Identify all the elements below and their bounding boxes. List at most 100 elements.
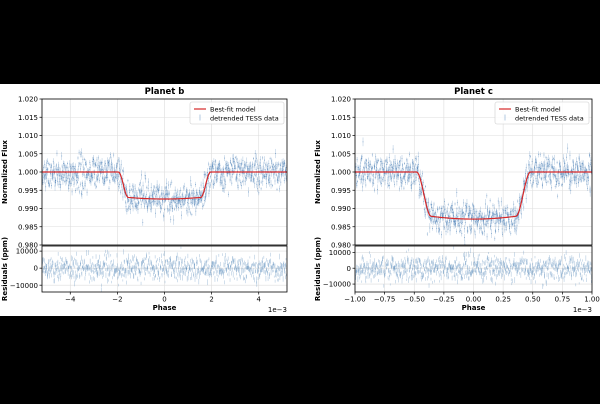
- flux-point: [152, 201, 153, 202]
- flux-point: [557, 180, 558, 181]
- flux-point: [159, 187, 160, 188]
- flux-point: [228, 194, 229, 195]
- flux-point: [581, 169, 582, 170]
- residual-y-tick-label: −10000: [10, 282, 38, 290]
- flux-point: [117, 180, 118, 181]
- flux-point: [529, 165, 530, 166]
- flux-point: [258, 181, 259, 182]
- flux-point: [190, 199, 191, 200]
- flux-point: [498, 201, 499, 202]
- flux-point: [252, 167, 253, 168]
- flux-point: [89, 162, 90, 163]
- flux-point: [590, 192, 591, 193]
- flux-point: [78, 158, 79, 159]
- flux-point: [269, 182, 270, 183]
- x-tick-label: 0: [162, 296, 166, 304]
- flux-point: [463, 216, 464, 217]
- flux-point: [577, 166, 578, 167]
- flux-point: [185, 200, 186, 201]
- flux-point: [358, 167, 359, 168]
- flux-point: [241, 164, 242, 165]
- flux-point: [263, 166, 264, 167]
- flux-point: [55, 180, 56, 181]
- flux-point: [516, 230, 517, 231]
- flux-point: [471, 228, 472, 229]
- flux-point: [556, 170, 557, 171]
- flux-point: [244, 167, 245, 168]
- flux-point: [456, 215, 457, 216]
- flux-point: [546, 167, 547, 168]
- flux-point: [548, 181, 549, 182]
- flux-point: [502, 214, 503, 215]
- flux-point: [140, 183, 141, 184]
- flux-point: [186, 210, 187, 211]
- flux-point: [207, 172, 208, 173]
- flux-point: [265, 164, 266, 165]
- flux-point: [557, 196, 558, 197]
- flux-point: [197, 192, 198, 193]
- flux-point: [531, 173, 532, 174]
- flux-point: [465, 214, 466, 215]
- flux-point: [408, 167, 409, 168]
- flux-point: [566, 169, 567, 170]
- flux-point: [169, 210, 170, 211]
- flux-point: [544, 155, 545, 156]
- flux-point: [450, 219, 451, 220]
- flux-point: [538, 167, 539, 168]
- flux-point: [473, 209, 474, 210]
- flux-point: [534, 170, 535, 171]
- flux-point: [457, 202, 458, 203]
- flux-point: [450, 210, 451, 211]
- flux-point: [459, 231, 460, 232]
- flux-point: [283, 164, 284, 165]
- flux-point: [95, 185, 96, 186]
- flux-point: [578, 170, 579, 171]
- flux-point: [490, 200, 491, 201]
- flux-point: [220, 182, 221, 183]
- flux-point: [550, 179, 551, 180]
- flux-point: [180, 204, 181, 205]
- flux-point: [278, 164, 279, 165]
- flux-point: [57, 174, 58, 175]
- flux-point: [68, 175, 69, 176]
- flux-point: [567, 148, 568, 149]
- flux-point: [243, 181, 244, 182]
- flux-point: [436, 228, 437, 229]
- flux-point: [138, 189, 139, 190]
- flux-point: [376, 167, 377, 168]
- flux-point: [383, 171, 384, 172]
- flux-point: [169, 193, 170, 194]
- flux-point: [77, 189, 78, 190]
- flux-point: [379, 169, 380, 170]
- flux-point: [51, 185, 52, 186]
- flux-point: [437, 209, 438, 210]
- flux-point: [91, 182, 92, 183]
- flux-point: [416, 159, 417, 160]
- flux-point: [261, 182, 262, 183]
- flux-point: [73, 178, 74, 179]
- flux-point: [572, 173, 573, 174]
- y-tick-label: 0.985: [18, 223, 38, 231]
- flux-point: [553, 174, 554, 175]
- flux-point: [474, 207, 475, 208]
- flux-point: [153, 195, 154, 196]
- flux-point: [252, 173, 253, 174]
- flux-point: [387, 170, 388, 171]
- flux-point: [406, 165, 407, 166]
- flux-point: [404, 188, 405, 189]
- flux-point: [188, 203, 189, 204]
- flux-point: [251, 180, 252, 181]
- y-tick-label: 1.010: [18, 132, 38, 140]
- flux-point: [533, 180, 534, 181]
- flux-point: [76, 180, 77, 181]
- flux-point: [87, 192, 88, 193]
- flux-point: [116, 166, 117, 167]
- flux-point: [441, 213, 442, 214]
- flux-point: [552, 159, 553, 160]
- flux-point: [521, 198, 522, 199]
- flux-point: [496, 223, 497, 224]
- flux-point: [539, 173, 540, 174]
- flux-point: [154, 193, 155, 194]
- flux-point: [561, 185, 562, 186]
